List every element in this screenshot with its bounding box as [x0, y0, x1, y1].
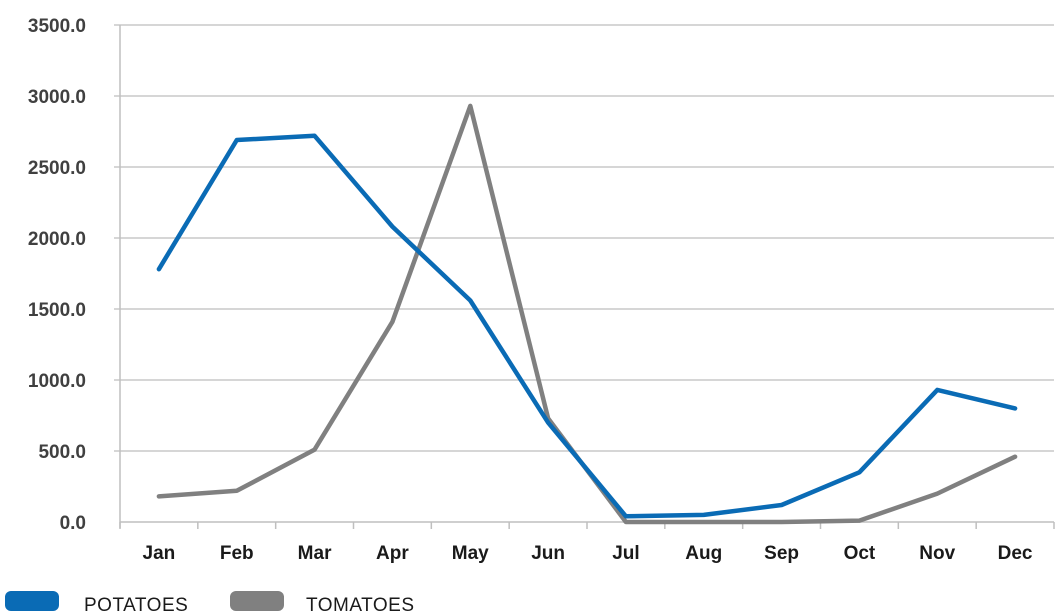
x-tick-label: Feb — [220, 543, 254, 564]
y-tick-label: 1000.0 — [28, 371, 86, 392]
series-lines — [156, 103, 1018, 525]
x-tick-label: Sep — [764, 543, 799, 564]
legend-swatch-potatoes — [5, 591, 59, 611]
y-tick-label: 1500.0 — [28, 300, 86, 321]
y-tick-label: 3000.0 — [28, 87, 86, 108]
y-tick-label: 0.0 — [60, 513, 86, 534]
x-tick-label: May — [452, 543, 489, 564]
x-tick-label: Mar — [298, 543, 332, 564]
gridlines — [114, 24, 1054, 528]
x-tick-label: Dec — [998, 543, 1033, 564]
legend: POTATOES TOMATOES — [5, 591, 415, 616]
x-tick-label: Apr — [376, 543, 409, 564]
x-tick-label: Nov — [919, 543, 955, 564]
x-tick-label: Jun — [531, 543, 565, 564]
x-tick-label: Aug — [685, 543, 722, 564]
series-line-potatoes — [156, 133, 1018, 519]
series-line-tomatoes — [156, 103, 1018, 525]
legend-swatch-tomatoes — [230, 591, 284, 611]
x-tick-label: Oct — [844, 543, 876, 564]
x-tick-label: Jul — [612, 543, 639, 564]
y-tick-label: 2500.0 — [28, 158, 86, 179]
legend-label-tomatoes: TOMATOES — [306, 595, 415, 616]
y-axis-ticks: 0.0 500.0 1000.0 1500.0 2000.0 2500.0 3000.0 35… — [28, 16, 86, 534]
legend-label-potatoes: POTATOES — [84, 595, 188, 616]
x-axis-ticks: Jan Feb Mar Apr May Jun Jul Aug Sep Oct Nov Dec — [119, 522, 1055, 564]
y-tick-label: 500.0 — [38, 442, 86, 463]
x-tick-label: Jan — [143, 543, 176, 564]
y-tick-label: 2000.0 — [28, 229, 86, 250]
y-tick-label: 3500.0 — [28, 16, 86, 37]
